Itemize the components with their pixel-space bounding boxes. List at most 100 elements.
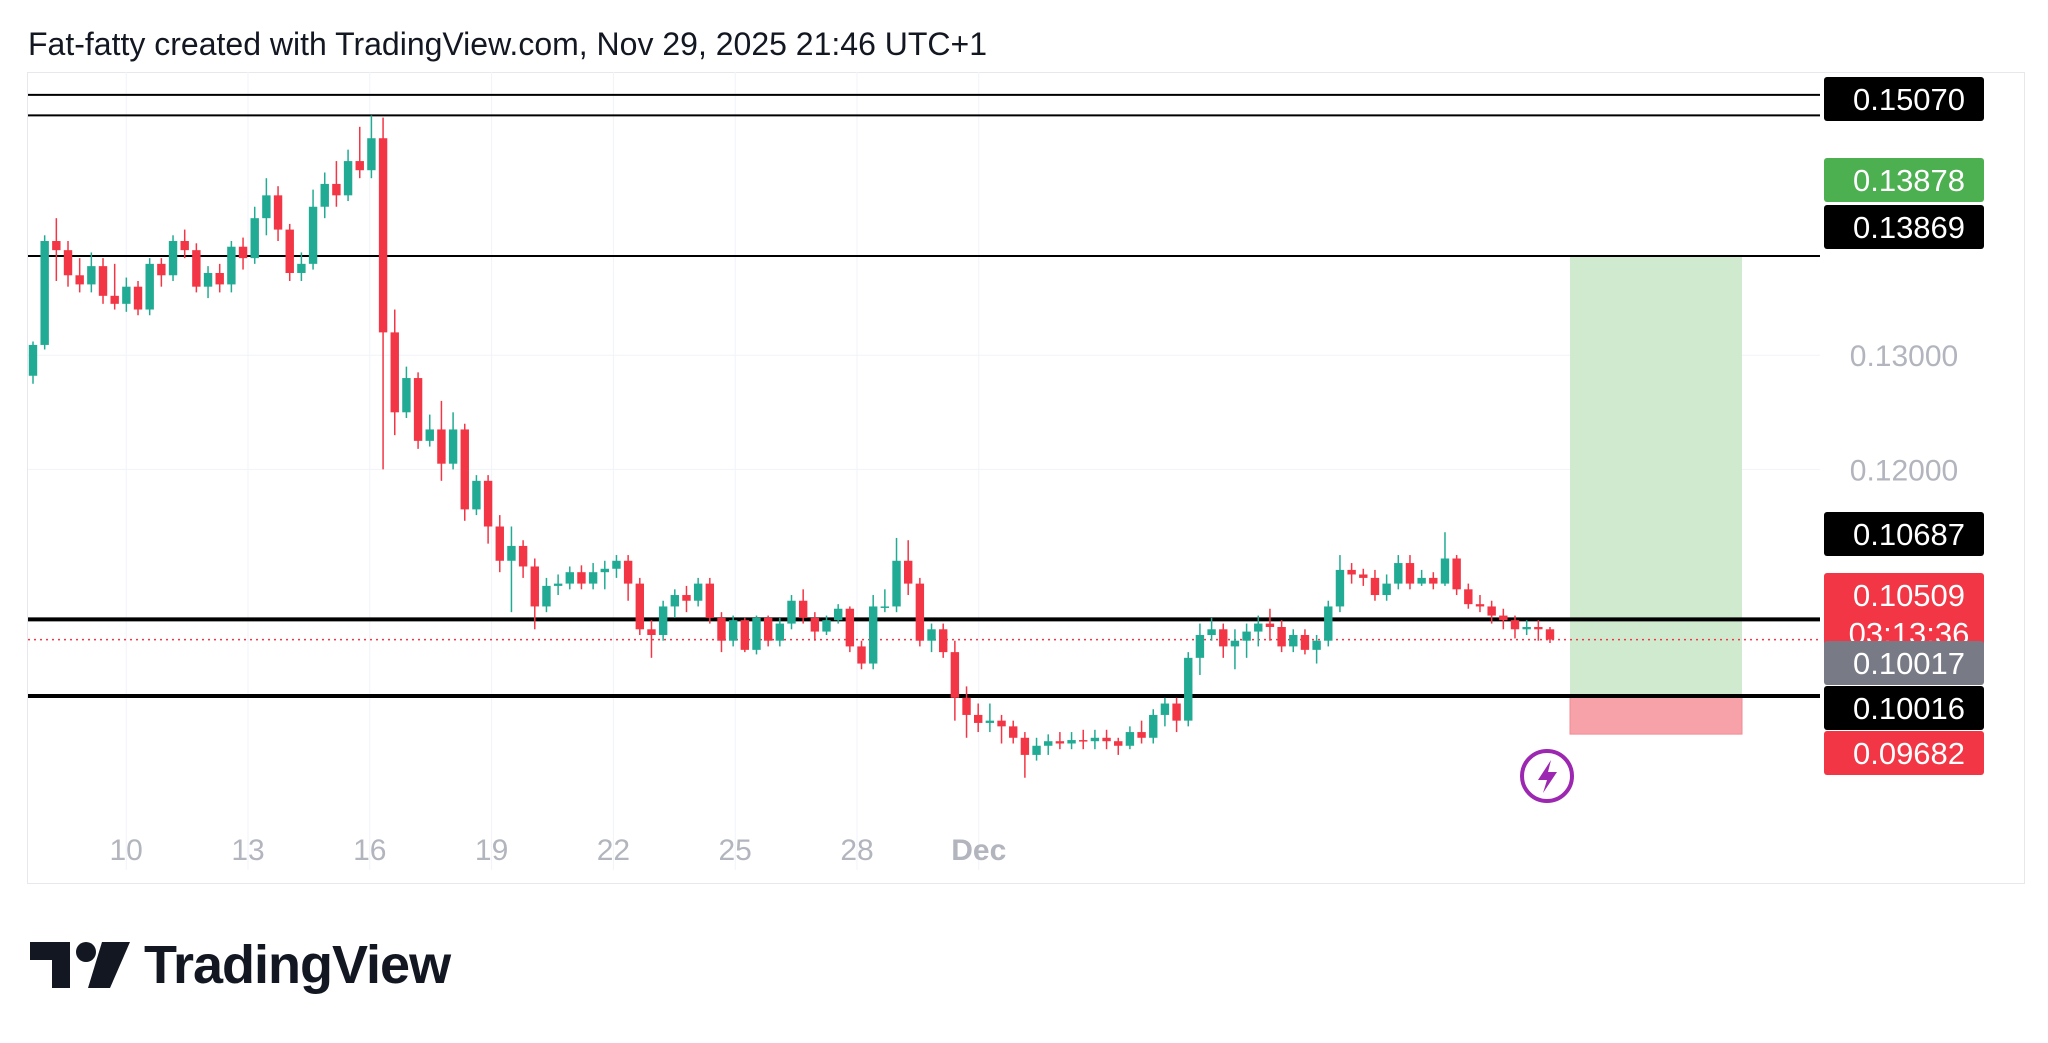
- candle-body: [1370, 577, 1380, 596]
- candle-body: [1405, 563, 1415, 584]
- candle: [1032, 737, 1041, 761]
- tradingview-logo[interactable]: TradingView: [30, 935, 451, 995]
- candle: [145, 258, 154, 316]
- candle-body: [308, 206, 318, 264]
- lightning-icon[interactable]: [1520, 749, 1574, 803]
- x-tick-label: 13: [231, 834, 264, 867]
- candle: [1324, 600, 1333, 647]
- candle-body: [763, 617, 773, 641]
- candle-body: [600, 568, 609, 573]
- price-tag-box: [1824, 731, 1984, 775]
- candle: [98, 258, 108, 304]
- candle: [997, 714, 1006, 744]
- candle-body: [1009, 726, 1018, 738]
- candle: [1405, 555, 1415, 590]
- candle: [1382, 574, 1391, 601]
- price-tag-value: 0.13869: [1853, 210, 1965, 245]
- candle-body: [880, 606, 890, 608]
- candle: [1265, 608, 1275, 641]
- candle-body: [320, 183, 329, 207]
- candle: [833, 604, 843, 624]
- candle: [542, 577, 551, 613]
- candle: [1090, 729, 1100, 750]
- candle-body: [343, 161, 353, 196]
- candle: [238, 237, 248, 270]
- x-tick-label: 16: [353, 834, 386, 867]
- candle: [367, 115, 376, 179]
- candle-body: [974, 714, 983, 723]
- price-tag-box: [1824, 158, 1984, 202]
- candle-body: [623, 560, 633, 584]
- candle: [763, 615, 773, 647]
- candle: [927, 623, 936, 653]
- candle-body: [1160, 703, 1170, 715]
- candle-body: [297, 263, 306, 273]
- candle-body: [565, 572, 574, 584]
- candle-body: [1312, 640, 1321, 650]
- candle: [28, 341, 38, 384]
- candle: [623, 555, 633, 601]
- y-axis-ticks: 0.13000 0.12000: [1850, 340, 1958, 487]
- candle-body: [1289, 634, 1298, 647]
- candle: [40, 235, 49, 350]
- candle: [203, 266, 213, 299]
- price-tag: 0.10017: [1824, 641, 1984, 685]
- candle-body: [1137, 732, 1146, 738]
- candle: [518, 540, 528, 578]
- candle: [1207, 617, 1216, 641]
- candle-body: [530, 566, 539, 607]
- candle: [670, 589, 680, 618]
- candle-body: [1347, 569, 1356, 575]
- candle-body: [273, 195, 283, 230]
- candle-body: [390, 332, 399, 413]
- candle-body: [868, 606, 878, 664]
- candle: [822, 615, 831, 635]
- candle: [577, 565, 586, 590]
- candle-body: [507, 545, 516, 561]
- price-tag: 0.13869: [1824, 205, 1984, 249]
- candle-body: [1464, 589, 1473, 605]
- candle-body: [903, 560, 913, 584]
- candle-body: [367, 138, 376, 171]
- candle: [1009, 720, 1018, 744]
- candle: [600, 560, 609, 590]
- candle-body: [1020, 737, 1030, 755]
- candle-body: [1219, 629, 1228, 647]
- candle: [647, 620, 656, 658]
- candle: [355, 126, 364, 179]
- candle-body: [647, 629, 656, 635]
- candle: [1545, 627, 1555, 643]
- candle: [285, 223, 294, 281]
- x-tick-label: 28: [840, 834, 873, 867]
- candle: [1534, 620, 1543, 641]
- candle-body: [425, 429, 434, 441]
- candle-body: [962, 697, 971, 715]
- price-tag-box: [1824, 641, 1984, 685]
- candle-body: [1510, 620, 1520, 630]
- candle: [1044, 734, 1053, 755]
- price-tag-value: 0.10016: [1853, 691, 1965, 726]
- candle: [974, 703, 983, 733]
- candle: [297, 252, 306, 281]
- candle: [740, 617, 750, 653]
- candle: [705, 577, 715, 624]
- candle-body: [892, 560, 901, 607]
- candle: [1487, 600, 1496, 624]
- candle-body: [460, 429, 469, 510]
- candle: [553, 574, 563, 596]
- candle: [1510, 615, 1520, 639]
- candle-body: [448, 429, 458, 464]
- y-tick-label: 0.13000: [1850, 340, 1958, 373]
- candle-body: [798, 600, 808, 618]
- x-tick-label: 19: [475, 834, 508, 867]
- chart-attribution: Fat-fatty created with TradingView.com, …: [28, 26, 988, 62]
- candle: [1172, 697, 1181, 733]
- candle: [425, 414, 434, 447]
- candle-body: [915, 583, 925, 641]
- target-zone: [1570, 254, 1742, 696]
- candle: [1499, 608, 1508, 630]
- candle: [798, 589, 808, 624]
- candle: [1160, 697, 1170, 727]
- candle-body: [1265, 623, 1275, 628]
